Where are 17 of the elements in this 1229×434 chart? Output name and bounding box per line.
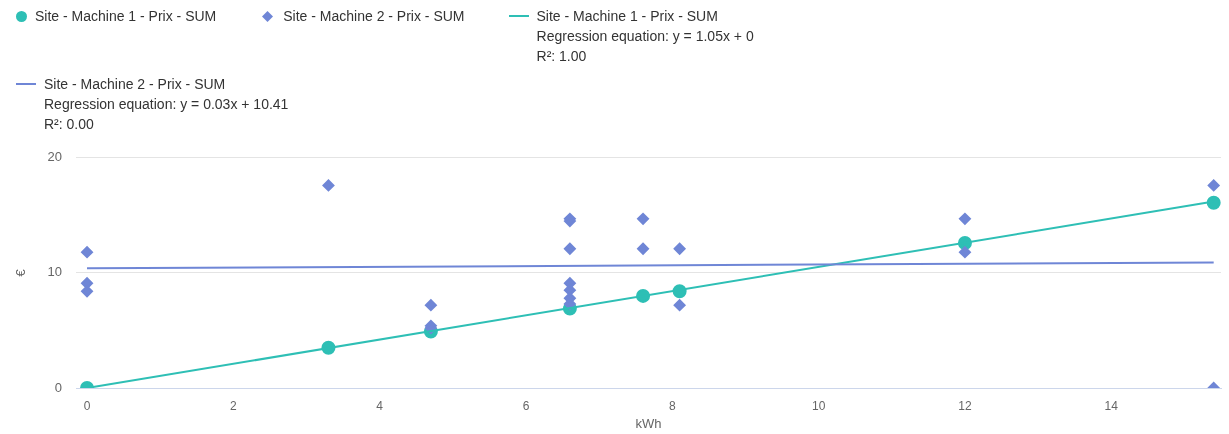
legend-label: Site - Machine 2 - Prix - SUM <box>283 7 465 26</box>
x-tick-label: 14 <box>1104 398 1119 413</box>
y-tick-label: 20 <box>47 149 63 165</box>
legend-label: Site - Machine 1 - Prix - SUM Regression equation: y = 1.05x + 0 R²: 1.00 <box>536 7 754 66</box>
x-tick-label: 8 <box>668 398 676 413</box>
x-axis-title: kWh <box>635 415 662 431</box>
x-tick-label: 2 <box>230 398 238 413</box>
x-tick-label: 6 <box>522 398 530 413</box>
x-tick-label: 0 <box>83 398 91 413</box>
y-axis-title: € <box>13 268 29 277</box>
y-tick-label: 10 <box>47 264 63 280</box>
x-tick-label: 10 <box>811 398 826 413</box>
legend-label: Site - Machine 1 - Prix - SUM <box>35 7 217 26</box>
legend-label: Site - Machine 2 - Prix - SUM Regression equation: y = 0.03x + 10.41 R²: 0.00 <box>44 75 289 134</box>
x-tick-label: 12 <box>958 398 972 413</box>
x-tick-label: 4 <box>376 398 384 413</box>
y-tick-label: 0 <box>54 379 63 395</box>
